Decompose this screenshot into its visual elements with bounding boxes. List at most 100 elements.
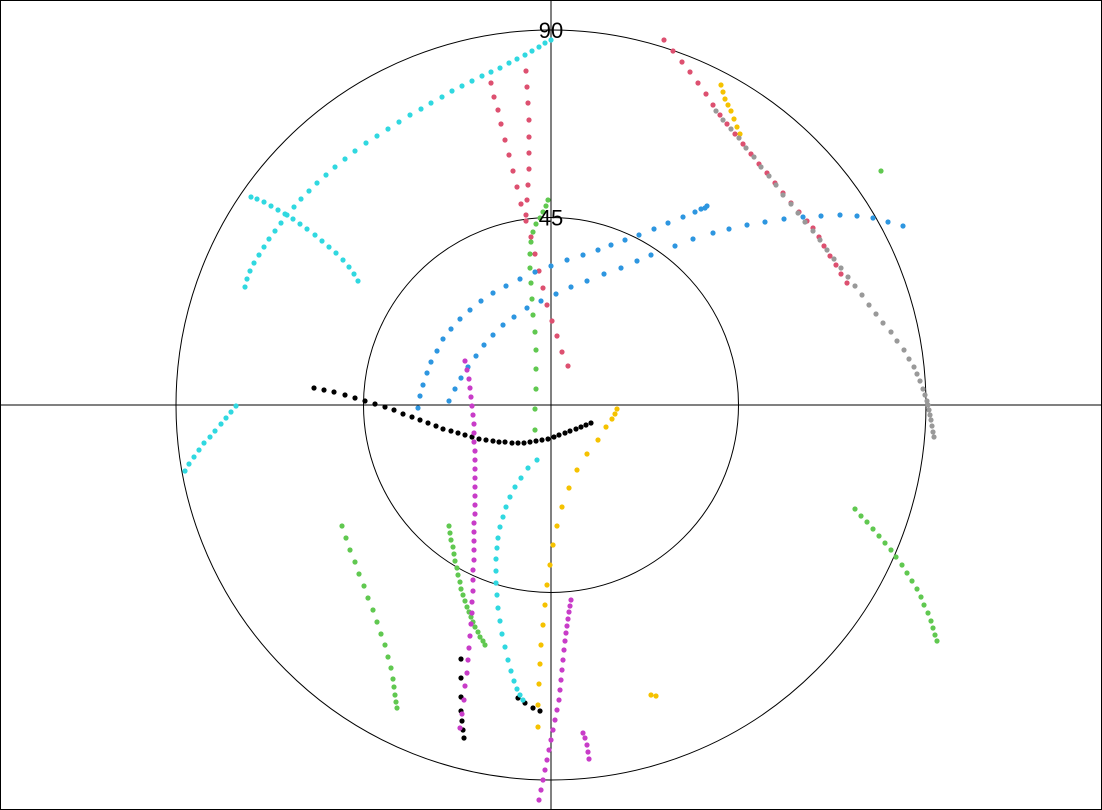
data-point [278,220,284,226]
data-point [921,602,927,608]
data-point [580,730,586,736]
data-point [543,203,549,209]
data-point [465,657,471,663]
data-point [471,520,477,526]
data-point [934,638,940,644]
data-point [298,196,304,202]
data-point [532,269,538,275]
data-point [528,239,534,245]
data-point [247,268,253,274]
data-point [479,73,485,79]
data-point [469,434,475,440]
data-point [554,707,560,713]
data-point [462,432,468,438]
data-point [321,387,327,393]
data-point [827,253,833,259]
data-point [529,296,535,302]
data-point [374,133,380,139]
data-point [312,232,318,238]
data-point [878,168,884,174]
data-point [500,514,506,520]
data-point [722,96,728,102]
data-point [455,572,461,578]
data-point [458,586,464,592]
data-point [710,102,716,108]
data-point [528,280,534,286]
data-point [448,428,454,434]
data-point [568,284,574,290]
ring-labels: 45 90 [539,18,563,231]
data-point [536,44,542,50]
data-point [564,623,570,629]
data-point [275,207,281,213]
data-point [922,392,928,398]
data-point [833,262,839,268]
data-point [538,787,544,793]
data-point [538,298,544,304]
data-point [191,454,197,460]
data-point [588,420,594,426]
data-point [459,83,465,89]
data-point [529,48,535,54]
data-point [428,100,434,106]
data-point [417,417,423,423]
data-point [893,554,899,560]
data-point [920,386,926,392]
data-point [182,468,188,474]
data-point [497,524,503,530]
data-point [462,358,468,364]
data-point [385,654,391,660]
data-point [472,475,478,481]
data-point [582,735,588,741]
data-point [468,394,474,400]
data-point [899,562,905,568]
data-point [703,91,709,97]
data-point [608,242,614,248]
data-point [561,647,567,653]
data-point [454,565,460,571]
data-point [457,579,463,585]
data-point [382,404,388,410]
data-point [564,257,570,263]
data-point [242,284,248,290]
data-point [586,756,592,762]
data-point [471,557,477,563]
data-point [473,353,479,359]
data-point [557,687,563,693]
data-point [751,154,757,160]
data-point [636,232,642,238]
data-point [870,215,876,221]
data-point [464,367,470,373]
data-point [477,634,483,640]
data-point [539,437,545,443]
data-point [526,117,532,123]
data-point [609,416,615,422]
data-point [361,583,367,589]
data-point [532,427,538,433]
data-point [469,599,475,605]
data-point [540,285,546,291]
data-point [532,329,538,335]
data-point [446,398,452,404]
data-point [471,538,477,544]
data-point [450,544,456,550]
data-points [182,37,940,803]
data-point [490,332,496,338]
data-point [831,256,837,262]
data-point [500,322,506,328]
data-point [471,430,477,436]
data-point [458,656,464,662]
data-point [802,219,808,225]
data-point [342,392,348,398]
data-point [870,526,876,532]
data-point [930,625,936,631]
data-point [498,121,504,127]
data-point [518,475,524,481]
data-point [490,290,496,296]
data-point [527,251,533,257]
data-point [472,448,478,454]
data-point [244,276,250,282]
data-point [493,580,499,586]
data-point [223,415,229,421]
